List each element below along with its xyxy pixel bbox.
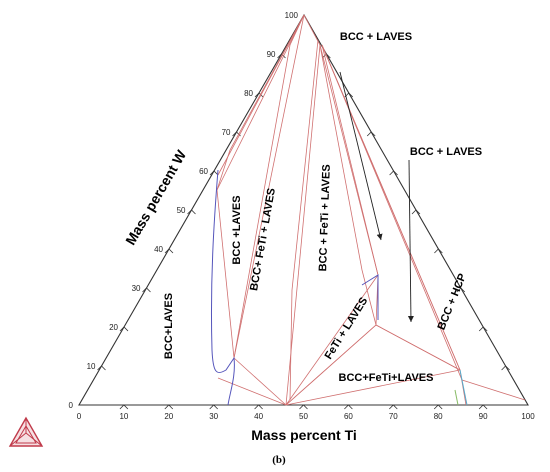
thermo-calc-logo-icon [8, 416, 44, 447]
left-tick-label: 70 [222, 128, 231, 137]
bottom-tick [299, 404, 308, 410]
bottom-tick [119, 404, 129, 410]
right-tick [456, 287, 466, 293]
left-tick [187, 209, 196, 215]
tie-line-bottom-fan-2 [285, 369, 461, 406]
right-tick [366, 131, 376, 137]
bottom-tick [478, 404, 488, 410]
phase-boundary-feti-blue [361, 274, 379, 320]
right-tick [478, 326, 488, 332]
left-tick [142, 287, 151, 293]
bottom-tick [389, 404, 398, 410]
left-tick-label: 100 [285, 11, 299, 20]
right-tick [389, 170, 398, 176]
bottom-tick [254, 404, 263, 410]
bottom-tick-label: 60 [344, 412, 353, 421]
bottom-tick-label: 30 [209, 412, 218, 421]
region-label-bcc-feti-laves-1: BCC+ FeTi + LAVES [248, 187, 278, 292]
left-tick-label: 80 [244, 89, 253, 98]
right-axis-ticks [322, 53, 510, 371]
left-tick-label: 10 [87, 362, 96, 371]
region-label-bcc-laves-mid: BCC +LAVES [231, 195, 243, 264]
left-tick [164, 248, 174, 254]
left-tick [232, 131, 241, 137]
bottom-axis-labels: 0 10 20 30 40 50 60 70 80 90 100 [77, 412, 535, 421]
tie-line-group-left [216, 14, 305, 359]
bottom-tick-label: 80 [434, 412, 443, 421]
right-tick [501, 365, 510, 371]
tie-line-bottom-left [217, 357, 287, 406]
left-tick [277, 53, 286, 59]
bottom-tick-label: 40 [254, 412, 263, 421]
bottom-tick-label: 70 [389, 412, 398, 421]
region-label-bcc-hcp: BCC + HCP [435, 272, 468, 332]
left-tick-label: 0 [69, 401, 74, 410]
left-tick [97, 365, 106, 371]
left-tick-label: 60 [199, 167, 208, 176]
bottom-tick-label: 0 [77, 412, 82, 421]
bottom-tick-label: 100 [521, 412, 535, 421]
right-tick [411, 209, 421, 215]
phase-boundary-right-green [454, 389, 459, 406]
tie-line-bottom-fan [285, 274, 379, 406]
left-tick-label: 30 [132, 284, 141, 293]
tie-line-mid-1 [233, 14, 305, 359]
bottom-tick-label: 20 [164, 412, 173, 421]
figure-caption: (b) [272, 454, 286, 466]
bottom-tick [164, 404, 174, 410]
bottom-tick-label: 10 [119, 412, 128, 421]
tie-line-left-wedge [216, 189, 235, 359]
left-tick-label: 40 [154, 245, 163, 254]
left-axis-ticks [97, 53, 286, 371]
left-tick-label: 20 [109, 323, 118, 332]
region-label-bcc-laves-right: BCC + LAVES [410, 146, 482, 158]
tie-line-group-left-3 [216, 14, 305, 191]
tie-line-mid-2 [289, 39, 319, 401]
phase-boundary-right-cyan [459, 369, 468, 406]
region-label-bcc-feti-laves-bottom: BCC+FeTi+LAVES [339, 372, 434, 384]
tie-line-bottom-fan-3 [285, 324, 467, 406]
phase-boundary-left-blue [210, 169, 235, 406]
region-label-bcc-laves-top: BCC + LAVES [340, 31, 412, 43]
tie-line-center-1 [319, 44, 377, 326]
left-tick-label: 50 [177, 206, 186, 215]
left-tick [254, 92, 264, 98]
phase-boundaries [210, 169, 468, 406]
arrow-right-laves [407, 159, 414, 323]
y-axis-title: Mass percent W [122, 147, 190, 248]
region-label-bcc-laves-left: BCC+LAVES [163, 293, 175, 359]
bottom-tick-label: 50 [299, 412, 308, 421]
right-tick [322, 53, 331, 59]
left-tick [119, 326, 129, 332]
region-label-bcc-feti-laves-2: BCC + FeTi + LAVES [317, 164, 333, 272]
left-tick-label: 90 [267, 50, 276, 59]
left-axis-labels: 0 10 20 30 40 50 60 70 80 90 100 [69, 11, 299, 410]
right-tick [434, 248, 443, 254]
bottom-tick [344, 404, 353, 410]
bottom-axis-ticks [119, 404, 488, 410]
bottom-tick-label: 90 [479, 412, 488, 421]
arrow-top-laves [339, 71, 383, 241]
bottom-tick [433, 404, 443, 410]
x-axis-title: Mass percent Ti [251, 427, 357, 443]
bottom-tick [209, 404, 218, 410]
left-tick [209, 170, 219, 176]
